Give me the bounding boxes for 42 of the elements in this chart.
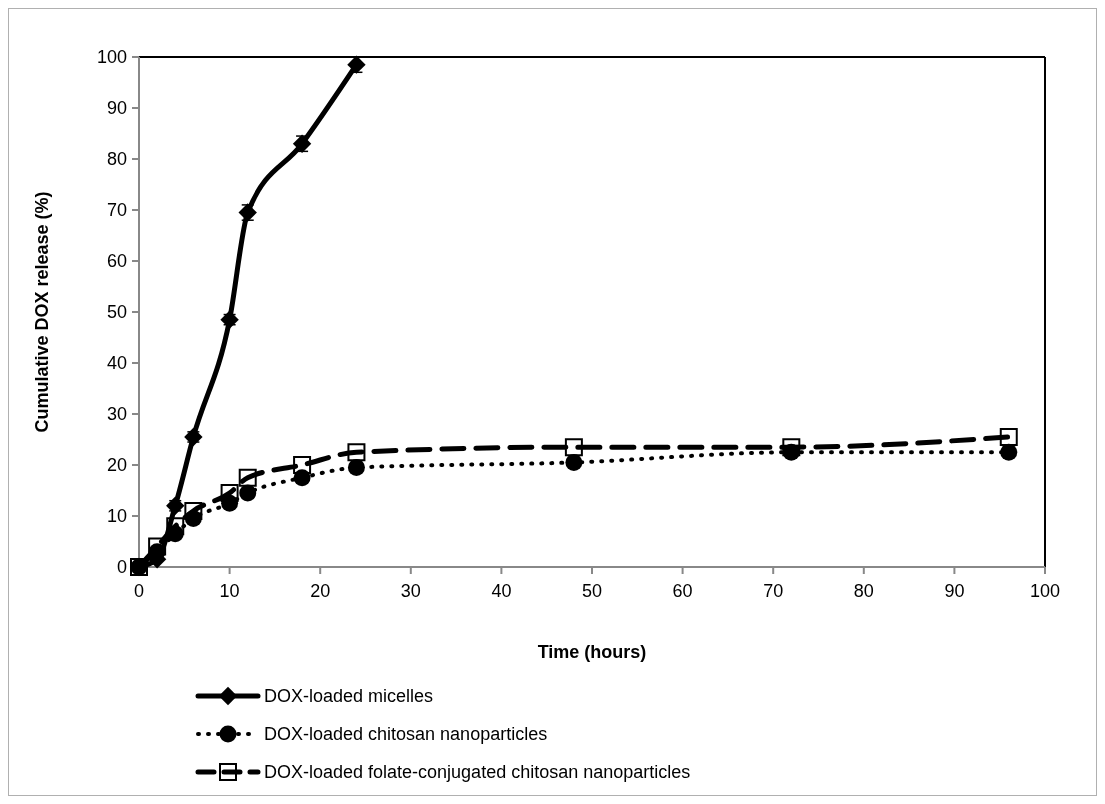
legend-label: DOX-loaded chitosan nanoparticles (264, 724, 548, 745)
x-axis-title: Time (hours) (537, 642, 647, 662)
point (347, 55, 366, 74)
point (148, 537, 167, 556)
point (238, 468, 257, 487)
x-tick-label: 80 (853, 581, 874, 601)
point (239, 484, 257, 502)
x-tick-label: 10 (219, 581, 240, 601)
y-tick-label: 10 (106, 506, 127, 527)
point (166, 517, 185, 536)
point (347, 459, 365, 477)
y-tick-label: 100 (96, 47, 127, 68)
y-tick-label: 90 (106, 98, 127, 119)
y-tick-label: 20 (106, 455, 127, 476)
point (347, 443, 366, 462)
x-tick-label: 20 (310, 581, 331, 601)
y-tick-label: 60 (106, 251, 127, 272)
x-tick-label: 40 (491, 581, 512, 601)
y-tick-label: 30 (106, 404, 127, 425)
y-tick-label: 50 (106, 302, 127, 323)
x-tick-label: 100 (1029, 581, 1061, 601)
point (999, 427, 1018, 446)
y-tick-label: 70 (106, 200, 127, 221)
y-axis-title: Cumulative DOX release (%) (32, 191, 52, 433)
x-tick-label: 30 (400, 581, 421, 601)
legend-label: DOX-loaded folate-conjugated chitosan nanoparticles (264, 762, 691, 783)
point (184, 501, 203, 520)
x-tick-label: 70 (763, 581, 784, 601)
x-tick-label: 60 (672, 581, 693, 601)
point (293, 456, 312, 474)
x-tick-label: 0 (133, 581, 145, 601)
legend-label: DOX-loaded micelles (264, 686, 434, 707)
point (564, 438, 583, 457)
x-tick-label: 90 (944, 581, 965, 601)
x-tick-label: 50 (581, 581, 603, 601)
y-tick-label: 40 (106, 353, 127, 374)
point (1000, 443, 1018, 461)
y-tick-label: 0 (116, 557, 127, 578)
point (565, 453, 583, 471)
point (220, 484, 239, 503)
y-tick-label: 80 (106, 149, 127, 170)
point (782, 438, 801, 457)
